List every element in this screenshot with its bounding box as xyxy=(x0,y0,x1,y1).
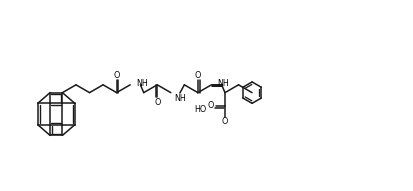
Text: NH: NH xyxy=(217,79,229,88)
Text: O: O xyxy=(195,71,201,80)
Text: O: O xyxy=(208,101,214,110)
Text: O: O xyxy=(114,71,120,80)
Text: HO: HO xyxy=(194,105,206,114)
Text: O: O xyxy=(222,117,228,126)
Text: O: O xyxy=(154,98,160,107)
Text: NH: NH xyxy=(174,94,186,103)
Text: NH: NH xyxy=(136,79,148,88)
